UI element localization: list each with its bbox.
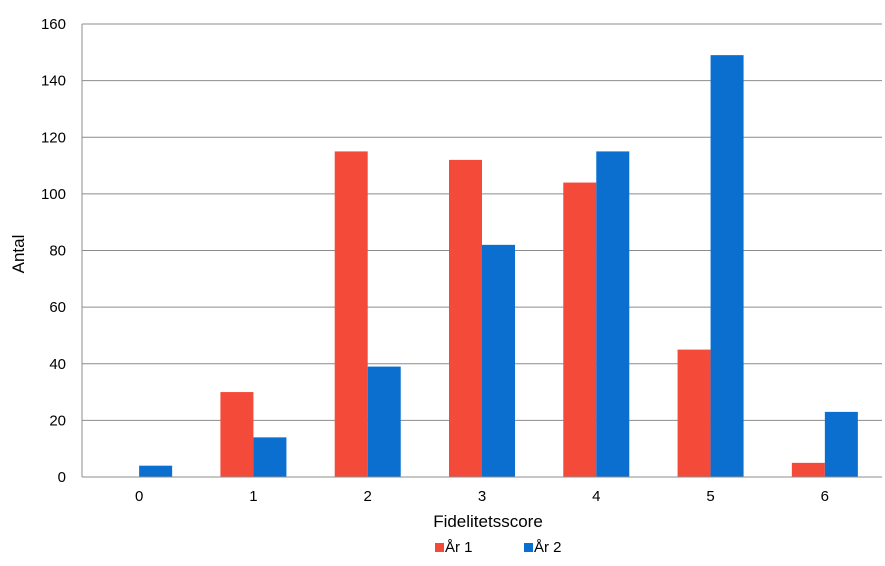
y-tick-label: 120 [41, 129, 66, 146]
bar-series-1-category-1 [220, 392, 254, 477]
bar-series-1-category-4 [563, 182, 597, 478]
bar-series-2-category-0 [139, 465, 173, 477]
bars [139, 55, 858, 478]
bar-series-2-category-3 [482, 244, 515, 477]
legend-swatch [524, 543, 533, 552]
y-tick-label: 80 [49, 243, 66, 260]
y-tick-label: 40 [49, 356, 66, 373]
y-tick-label: 60 [49, 299, 66, 316]
x-tick-label: 4 [592, 488, 600, 505]
x-tick-label: 2 [364, 488, 372, 505]
bar-series-2-category-6 [824, 411, 858, 477]
bar-series-2-category-5 [710, 55, 744, 478]
legend-label: År 2 [534, 539, 562, 556]
x-tick-label: 5 [706, 488, 714, 505]
bar-series-2-category-4 [596, 151, 630, 477]
x-tick-label: 1 [249, 488, 257, 505]
x-axis-label: Fidelitetsscore [433, 512, 543, 531]
bar-series-1-category-3 [449, 159, 482, 477]
legend: År 1 År 2 [435, 539, 562, 556]
legend-label: År 1 [445, 539, 473, 556]
legend-swatch [435, 543, 444, 552]
x-tick-labels: 0 1 2 3 4 5 6 [135, 488, 829, 505]
y-tick-label: 100 [41, 186, 66, 203]
x-tick-label: 3 [478, 488, 486, 505]
y-tick-labels: 0 20 40 60 80 100 120 140 160 [41, 16, 66, 486]
y-tick-label: 140 [41, 73, 66, 90]
x-tick-label: 6 [821, 488, 829, 505]
bar-series-1-category-6 [791, 462, 825, 477]
bar-series-2-category-2 [367, 366, 401, 477]
y-tick-label: 20 [49, 412, 66, 429]
bar-series-2-category-1 [253, 437, 287, 477]
y-axis-label: Antal [9, 235, 28, 274]
bar-series-1-category-5 [677, 349, 711, 477]
y-tick-label: 0 [58, 469, 66, 486]
y-tick-label: 160 [41, 16, 66, 33]
bar-series-1-category-2 [334, 151, 368, 477]
x-tick-label: 0 [135, 488, 143, 505]
